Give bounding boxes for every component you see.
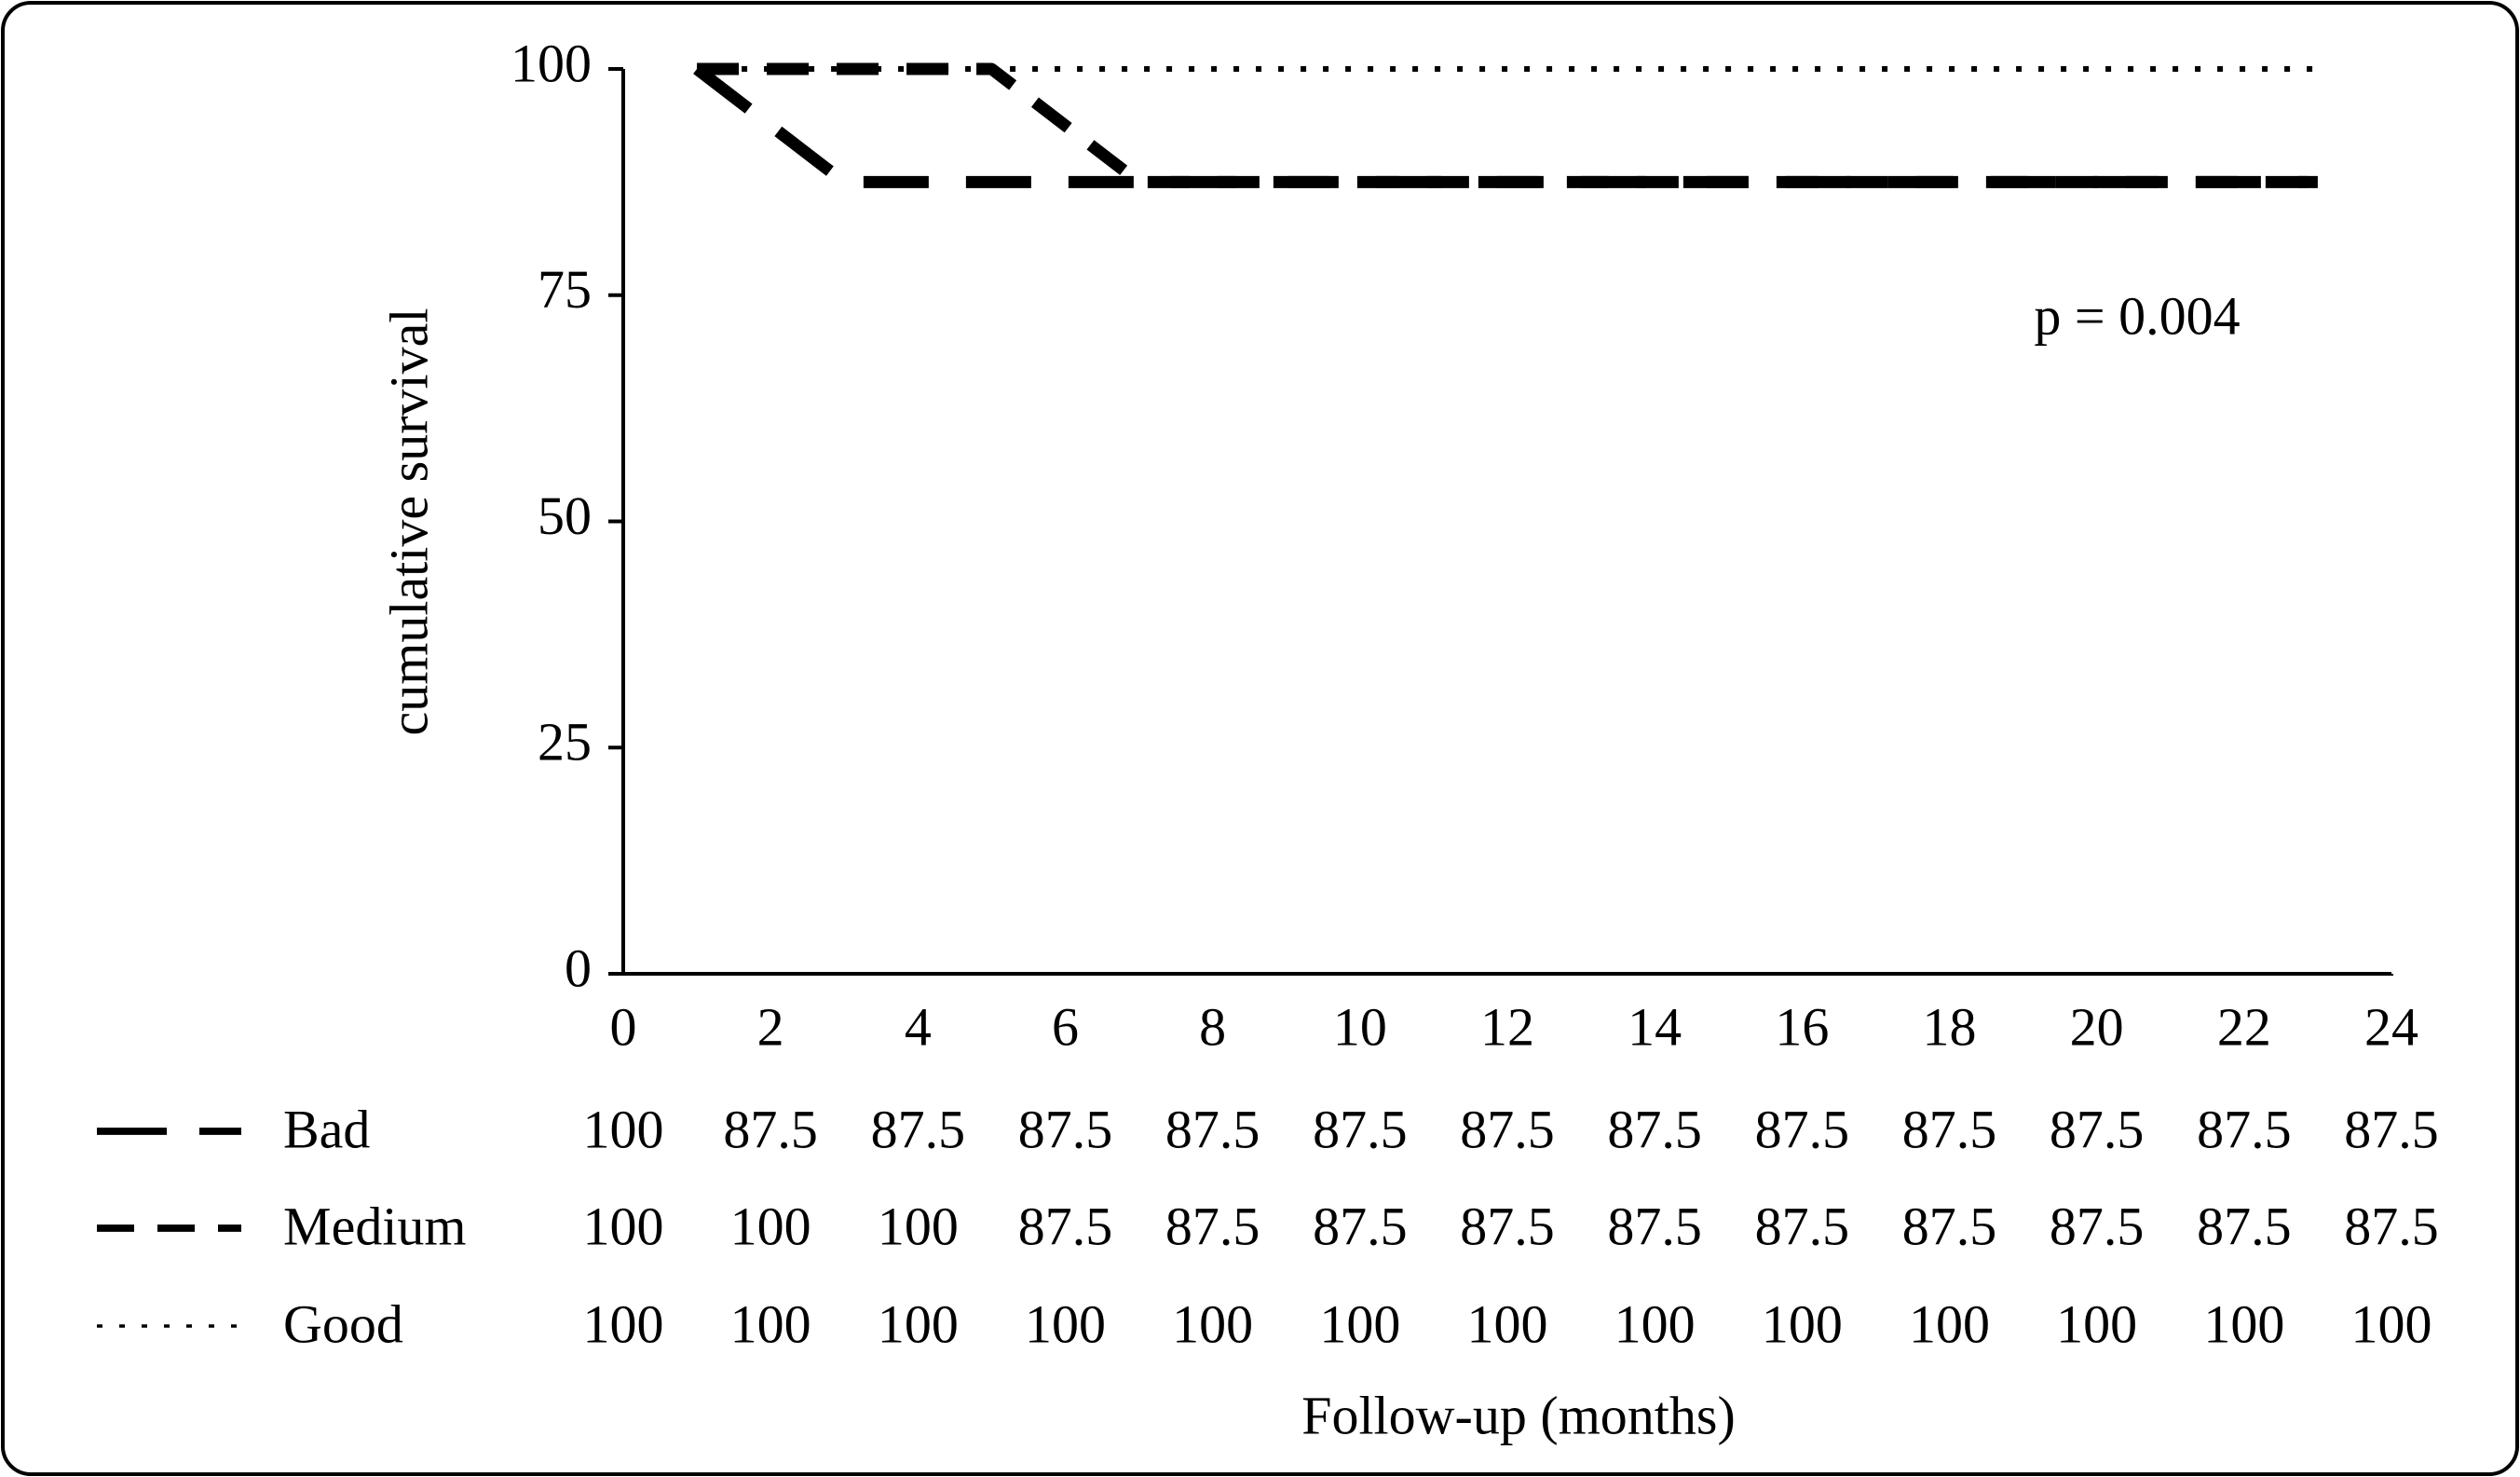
x-tick-label: 10 [1333, 996, 1387, 1057]
table-value: 87.5 [2050, 1196, 2145, 1256]
table-value: 100 [2351, 1293, 2432, 1354]
table-value: 100 [1909, 1293, 1990, 1354]
table-value: 87.5 [1460, 1099, 1555, 1159]
table-value: 87.5 [2197, 1099, 2292, 1159]
x-tick-label: 20 [2070, 996, 2124, 1057]
table-value: 87.5 [1313, 1099, 1408, 1159]
table-value: 100 [1319, 1293, 1400, 1354]
table-value: 100 [1614, 1293, 1696, 1354]
legend-label: Bad [283, 1099, 370, 1159]
x-tick-label: 16 [1775, 996, 1829, 1057]
y-tick-label: 75 [538, 259, 592, 320]
x-tick-label: 12 [1480, 996, 1534, 1057]
x-tick-label: 24 [2364, 996, 2418, 1057]
table-value: 100 [730, 1196, 811, 1256]
table-value: 87.5 [1755, 1196, 1850, 1256]
table-value: 87.5 [1755, 1099, 1850, 1159]
table-value: 87.5 [2344, 1196, 2439, 1256]
table-value: 87.5 [1165, 1196, 1260, 1256]
table-value: 100 [1762, 1293, 1843, 1354]
x-tick-label: 0 [610, 996, 637, 1057]
y-axis-label: cumulative survival [378, 308, 439, 735]
table-value: 100 [1172, 1293, 1253, 1354]
x-tick-label: 18 [1923, 996, 1977, 1057]
table-value: 87.5 [2050, 1099, 2145, 1159]
x-tick-label: 4 [905, 996, 932, 1057]
survival-line [693, 63, 2318, 188]
table-value: 87.5 [1607, 1099, 1702, 1159]
x-tick-label: 14 [1628, 996, 1682, 1057]
x-tick-label: 2 [757, 996, 784, 1057]
table-value: 87.5 [1018, 1196, 1113, 1256]
survival-line [697, 62, 2318, 188]
table-value: 87.5 [871, 1099, 966, 1159]
table-value: 100 [583, 1099, 664, 1159]
table-value: 87.5 [2197, 1196, 2292, 1256]
y-tick-label: 50 [538, 485, 592, 546]
annotation: p = 0.004 [2034, 285, 2240, 346]
x-axis-label: Follow-up (months) [1301, 1385, 1736, 1445]
table-value: 100 [2203, 1293, 2284, 1354]
table-value: 87.5 [1460, 1196, 1555, 1256]
x-tick-label: 6 [1052, 996, 1079, 1057]
table-value: 100 [730, 1293, 811, 1354]
legend-label: Good [283, 1293, 403, 1354]
table-value: 100 [878, 1196, 959, 1256]
table-value: 87.5 [1902, 1196, 1997, 1256]
table-value: 100 [583, 1196, 664, 1256]
table-value: 87.5 [1902, 1099, 1997, 1159]
table-value: 87.5 [1313, 1196, 1408, 1256]
table-value: 87.5 [1018, 1099, 1113, 1159]
table-value: 87.5 [723, 1099, 818, 1159]
y-tick-label: 100 [511, 33, 592, 93]
x-tick-label: 8 [1199, 996, 1226, 1057]
table-value: 87.5 [2344, 1099, 2439, 1159]
table-value: 100 [878, 1293, 959, 1354]
legend-label: Medium [283, 1196, 467, 1256]
y-tick-label: 25 [538, 712, 592, 773]
table-value: 100 [583, 1293, 664, 1354]
table-value: 100 [2056, 1293, 2137, 1354]
y-tick-label: 0 [565, 937, 592, 998]
table-value: 100 [1025, 1293, 1106, 1354]
x-tick-label: 22 [2217, 996, 2271, 1057]
table-value: 87.5 [1607, 1196, 1702, 1256]
table-value: 100 [1467, 1293, 1548, 1354]
table-value: 87.5 [1165, 1099, 1260, 1159]
